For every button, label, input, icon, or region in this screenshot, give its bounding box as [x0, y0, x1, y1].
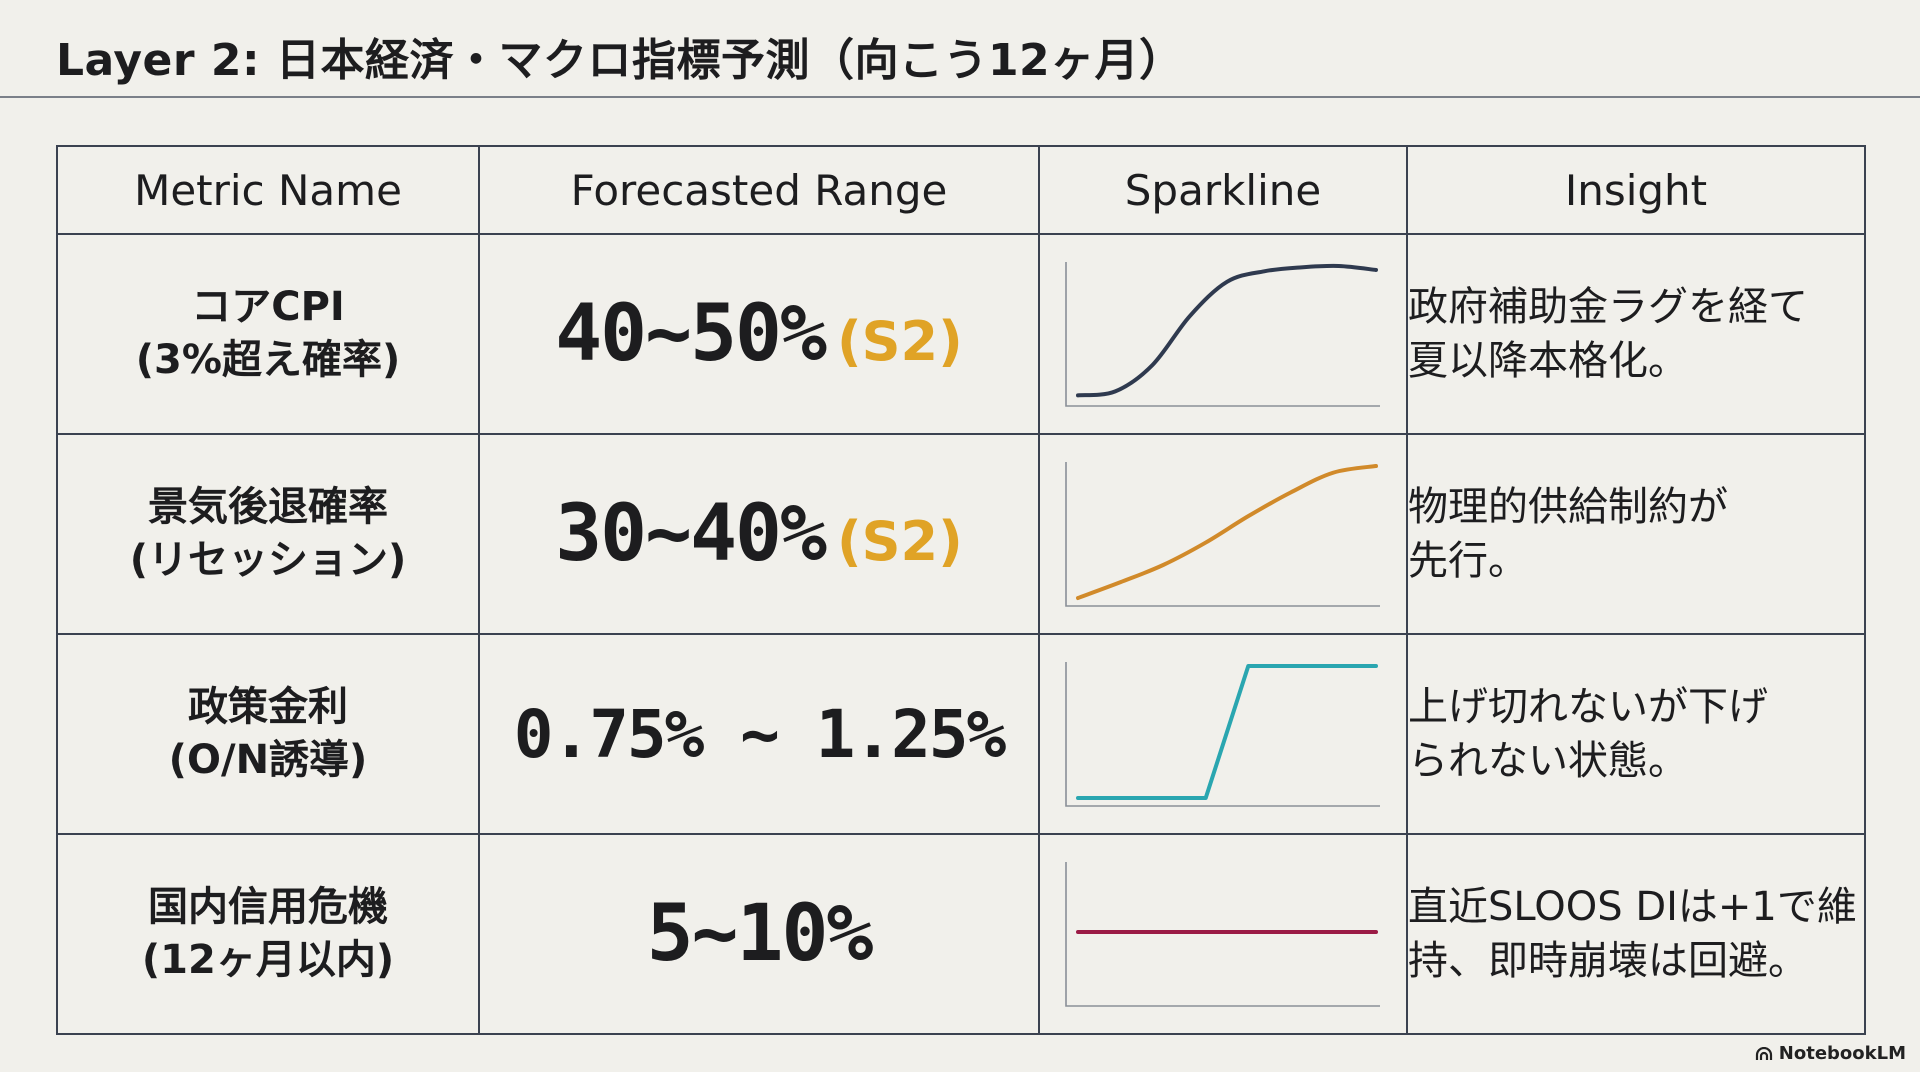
- sparkline-cell: [1038, 433, 1408, 635]
- table-row: 国内信用危機 (12ヶ月以内) 5~10% 直近SLOOS DIは+1で維 持、…: [56, 833, 1866, 1035]
- metric-cell: コアCPI (3%超え確率): [56, 233, 480, 435]
- insight-cell: 物理的供給制約が 先行。: [1406, 433, 1866, 635]
- forecast-range-value: 0.75% ~ 1.25%: [513, 695, 1007, 773]
- brand-name: NotebookLM: [1778, 1043, 1906, 1064]
- forecast-range-value: 5~10%: [646, 889, 874, 979]
- range-cell: 40~50% (S2): [478, 233, 1040, 435]
- sparkline-axis: [1065, 662, 1380, 807]
- insight-text: られない状態。: [1408, 738, 1688, 784]
- insight-text: 直近SLOOS DIは+1で維: [1408, 884, 1857, 930]
- table-row: コアCPI (3%超え確率) 40~50% (S2) 政府補助金ラグを経て 夏以降…: [56, 233, 1866, 435]
- insight-cell: 政府補助金ラグを経て 夏以降本格化。: [1406, 233, 1866, 435]
- sparkline-series: [1076, 464, 1378, 600]
- metric-name: コアCPI: [191, 284, 345, 331]
- sparkline-series: [1076, 664, 1378, 800]
- sparkline-credit: [1065, 862, 1380, 1007]
- forecast-range-value: 30~40%: [555, 489, 827, 579]
- insight-cell: 直近SLOOS DIは+1で維 持、即時崩壊は回避。: [1406, 833, 1866, 1035]
- sparkline-axis: [1065, 862, 1380, 1007]
- sparkline-axis: [1065, 462, 1380, 607]
- metric-subtitle: (12ヶ月以内): [141, 937, 395, 983]
- insight-text: 先行。: [1408, 538, 1528, 584]
- range-cell: 0.75% ~ 1.25%: [478, 633, 1040, 835]
- sparkline-axis: [1065, 262, 1380, 407]
- header-row: Metric Name Forecasted Range Sparkline I…: [56, 145, 1866, 235]
- sparkline-cell: [1038, 633, 1408, 835]
- sparkline-cell: [1038, 833, 1408, 1035]
- scenario-tag: (S2): [836, 510, 963, 573]
- sparkline-recession: [1065, 462, 1380, 607]
- range-cell: 5~10%: [478, 833, 1040, 1035]
- metric-name: 景気後退確率: [148, 484, 388, 531]
- forecast-table: Metric Name Forecasted Range Sparkline I…: [56, 145, 1866, 1035]
- sparkline-series: [1076, 263, 1378, 398]
- title-divider: [0, 96, 1920, 98]
- metric-name: 政策金利: [188, 684, 348, 731]
- sparkline-cell: [1038, 233, 1408, 435]
- insight-text: 夏以降本格化。: [1408, 338, 1688, 384]
- table-row: 景気後退確率 (リセッション) 30~40% (S2) 物理的供給制約が 先行。: [56, 433, 1866, 635]
- table-row: 政策金利 (O/N誘導) 0.75% ~ 1.25% 上げ切れないが下げ られな…: [56, 633, 1866, 835]
- page-title: Layer 2: 日本経済・マクロ指標予測（向こう12ヶ月）: [56, 35, 1184, 86]
- notebooklm-logo-icon: [1755, 1046, 1772, 1060]
- metric-subtitle: (リセッション): [129, 537, 407, 583]
- metric-subtitle: (O/N誘導): [168, 737, 368, 783]
- insight-text: 上げ切れないが下げ: [1408, 684, 1768, 730]
- sparkline-policy-rate: [1065, 662, 1380, 807]
- header-forecasted-range: Forecasted Range: [478, 145, 1040, 235]
- insight-text: 物理的供給制約が: [1408, 484, 1728, 530]
- insight-text: 持、即時崩壊は回避。: [1408, 938, 1808, 984]
- insight-text: 政府補助金ラグを経て: [1408, 284, 1808, 330]
- metric-cell: 政策金利 (O/N誘導): [56, 633, 480, 835]
- scenario-tag: (S2): [836, 310, 963, 373]
- insight-cell: 上げ切れないが下げ られない状態。: [1406, 633, 1866, 835]
- sparkline-cpi: [1065, 262, 1380, 407]
- metric-cell: 景気後退確率 (リセッション): [56, 433, 480, 635]
- metric-subtitle: (3%超え確率): [135, 337, 401, 383]
- header-insight: Insight: [1406, 145, 1866, 235]
- header-sparkline: Sparkline: [1038, 145, 1408, 235]
- brand-watermark: NotebookLM: [1755, 1043, 1906, 1064]
- range-cell: 30~40% (S2): [478, 433, 1040, 635]
- forecast-range-value: 40~50%: [555, 289, 827, 379]
- header-metric-name: Metric Name: [56, 145, 480, 235]
- metric-cell: 国内信用危機 (12ヶ月以内): [56, 833, 480, 1035]
- metric-name: 国内信用危機: [148, 884, 388, 931]
